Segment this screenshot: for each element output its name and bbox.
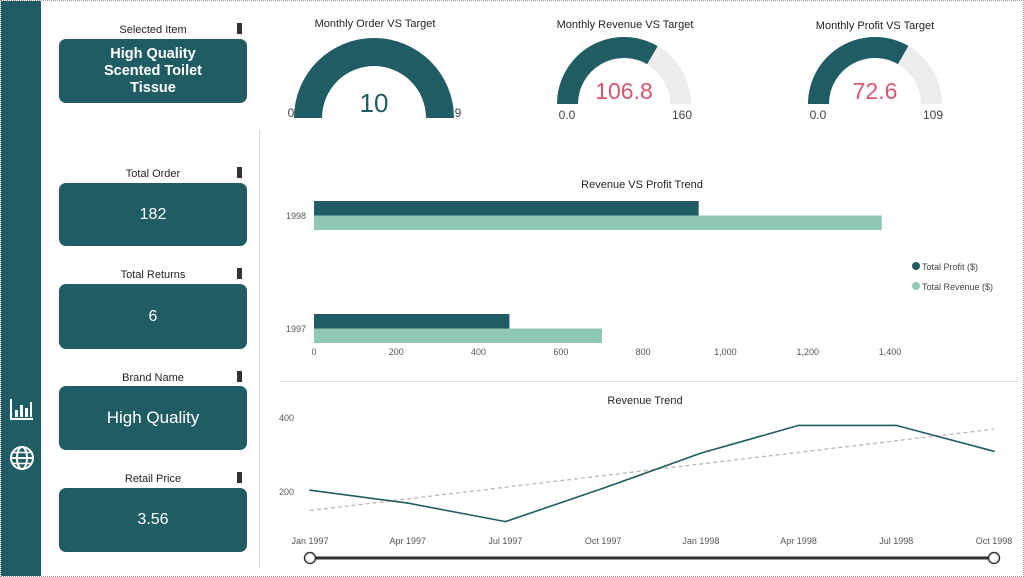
line-point bbox=[895, 424, 898, 427]
legend-label: Total Profit ($) bbox=[922, 262, 978, 272]
divider-horizontal bbox=[280, 381, 1018, 382]
line-chart-title: Revenue Trend bbox=[607, 395, 682, 407]
gauge-min-label: 0.0 bbox=[810, 108, 827, 122]
legend-label: Total Revenue ($) bbox=[922, 282, 993, 292]
gauge-fill bbox=[557, 36, 658, 104]
bar bbox=[314, 201, 699, 216]
bar bbox=[314, 215, 882, 230]
line-point bbox=[797, 424, 800, 427]
pin-icon[interactable] bbox=[237, 472, 242, 483]
line-point bbox=[406, 502, 409, 504]
bar-x-tick-label: 1,400 bbox=[879, 347, 902, 357]
gauge-fill bbox=[808, 37, 909, 104]
revenue-profit-bar-chart: Revenue VS Profit Trend 1998 1997 0 200 400 60… bbox=[286, 179, 993, 357]
gauge-min-label: 0 bbox=[288, 106, 295, 120]
retail-price-title: Retail Price bbox=[124, 473, 182, 485]
line-point bbox=[993, 450, 995, 453]
brand-name-card: High Quality bbox=[59, 386, 247, 450]
trend-line bbox=[309, 428, 995, 512]
slider-handle-end[interactable] bbox=[987, 551, 1001, 565]
gauge-fill bbox=[293, 37, 454, 118]
line-x-tick-label: Oct 1998 bbox=[976, 536, 1013, 546]
bar-x-tick-label: 1,200 bbox=[796, 347, 819, 357]
pin-icon[interactable] bbox=[237, 371, 242, 382]
bar-category-label: 1997 bbox=[286, 324, 306, 334]
pin-icon[interactable] bbox=[237, 23, 242, 34]
total-returns-title: Total Returns bbox=[120, 269, 186, 281]
line-x-tick-label: Jul 1998 bbox=[879, 536, 913, 546]
gauge-value: 72.6 bbox=[853, 78, 898, 104]
pin-icon[interactable] bbox=[237, 268, 242, 279]
line-point bbox=[504, 520, 507, 523]
selected-item-title: Selected Item bbox=[119, 24, 187, 36]
line-x-tick-label: Apr 1998 bbox=[780, 536, 817, 546]
gauge-max-label: 9 bbox=[455, 106, 462, 120]
pin-icon[interactable] bbox=[237, 167, 242, 178]
gauge-value: 10 bbox=[360, 88, 389, 118]
globe-icon[interactable] bbox=[9, 445, 35, 471]
bar bbox=[314, 328, 602, 343]
line-x-tick-label: Apr 1997 bbox=[389, 536, 426, 546]
bar-x-tick-label: 400 bbox=[471, 347, 486, 357]
bar-category-label: 1998 bbox=[286, 211, 306, 221]
legend-marker bbox=[912, 262, 920, 270]
gauge-max-label: 109 bbox=[923, 108, 943, 122]
gauge-title-revenue: Monthly Revenue VS Target bbox=[556, 19, 694, 31]
line-point bbox=[602, 487, 604, 490]
selected-item-card: High Quality Scented Toilet Tissue bbox=[59, 39, 247, 103]
gauge-title-orders: Monthly Order VS Target bbox=[314, 18, 436, 30]
bar-x-tick-label: 0 bbox=[311, 347, 316, 357]
line-y-tick-label: 400 bbox=[279, 413, 294, 423]
sidebar-rail bbox=[1, 1, 41, 576]
line-point bbox=[700, 452, 702, 454]
total-returns-card: 6 bbox=[59, 284, 247, 349]
bar-chart-icon[interactable] bbox=[9, 396, 35, 422]
line-x-tick-label: Oct 1997 bbox=[585, 536, 622, 546]
brand-name-title: Brand Name bbox=[122, 372, 184, 384]
total-order-card: 182 bbox=[59, 183, 247, 246]
bar-chart-title: Revenue VS Profit Trend bbox=[581, 179, 703, 191]
line-x-tick-label: Jan 1998 bbox=[682, 536, 719, 546]
retail-price-card: 3.56 bbox=[59, 488, 247, 552]
revenue-line bbox=[309, 424, 995, 523]
gauge-max-label: 160 bbox=[672, 108, 692, 122]
legend-marker bbox=[912, 282, 920, 290]
revenue-trend-line-chart: Revenue Trend 400 200 Jan 1997 Apr 1997 Jul 1… bbox=[279, 395, 1013, 565]
slider-handle-start[interactable] bbox=[303, 551, 317, 565]
line-point bbox=[309, 489, 311, 491]
gauge-value: 106.8 bbox=[595, 78, 653, 104]
bar-x-tick-label: 600 bbox=[553, 347, 568, 357]
bar-x-tick-label: 800 bbox=[636, 347, 651, 357]
line-x-tick-label: Jul 1997 bbox=[488, 536, 522, 546]
bar-x-tick-label: 200 bbox=[389, 347, 404, 357]
gauge-min-label: 0.0 bbox=[559, 108, 576, 122]
line-y-tick-label: 200 bbox=[279, 487, 294, 497]
gauge-title-profit: Monthly Profit VS Target bbox=[815, 20, 935, 32]
bar-x-tick-label: 1,000 bbox=[714, 347, 737, 357]
total-order-title: Total Order bbox=[125, 168, 181, 180]
gauges: 10 0 9 106.8 0.0 160 72.6 0.0 109 bbox=[288, 36, 943, 122]
line-x-tick-label: Jan 1997 bbox=[291, 536, 328, 546]
divider-vertical bbox=[259, 130, 260, 568]
bar bbox=[314, 314, 510, 329]
